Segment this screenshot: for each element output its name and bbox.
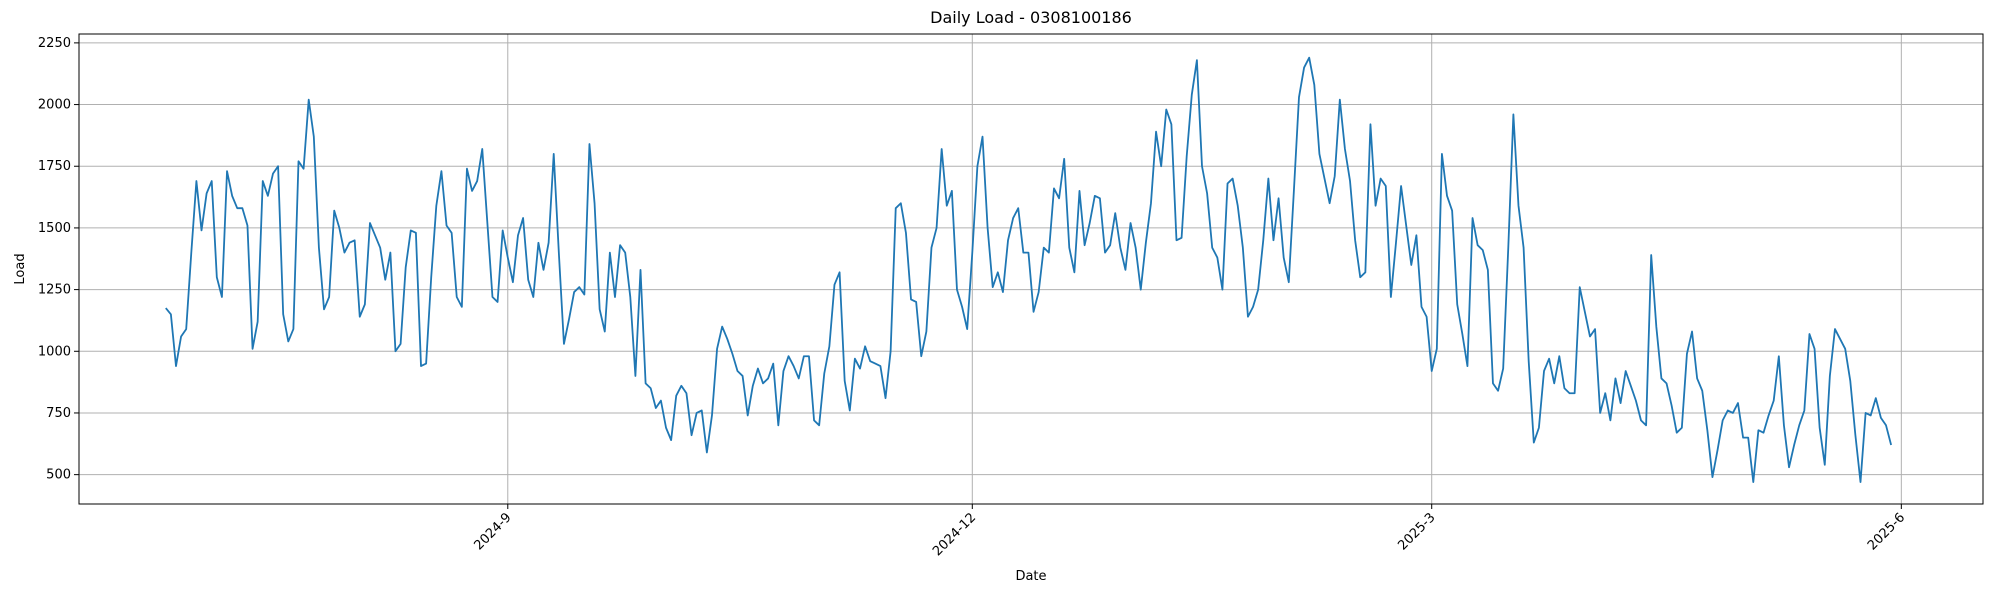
- y-tick-label: 2000: [38, 98, 71, 113]
- y-tick-label: 1000: [38, 344, 71, 359]
- x-tick-label: 2024-9: [471, 510, 514, 553]
- x-tick-label: 2024-12: [930, 510, 979, 559]
- x-tick-label: 2025-6: [1865, 510, 1908, 553]
- chart-title: Daily Load - 0308100186: [930, 8, 1132, 27]
- plot-frame: [78, 33, 1984, 505]
- y-tick-label: 1250: [38, 283, 71, 298]
- y-axis-label: Load: [13, 253, 28, 284]
- y-tick-label: 2250: [38, 36, 71, 51]
- y-tick-label: 750: [46, 406, 71, 421]
- data-line: [165, 56, 1892, 483]
- y-tick-label: 1500: [38, 221, 71, 236]
- y-tick-label: 1750: [38, 159, 71, 174]
- x-axis-label: Date: [1015, 569, 1046, 584]
- x-tick-label: 2025-3: [1395, 510, 1438, 553]
- y-tick-label: 500: [46, 468, 71, 483]
